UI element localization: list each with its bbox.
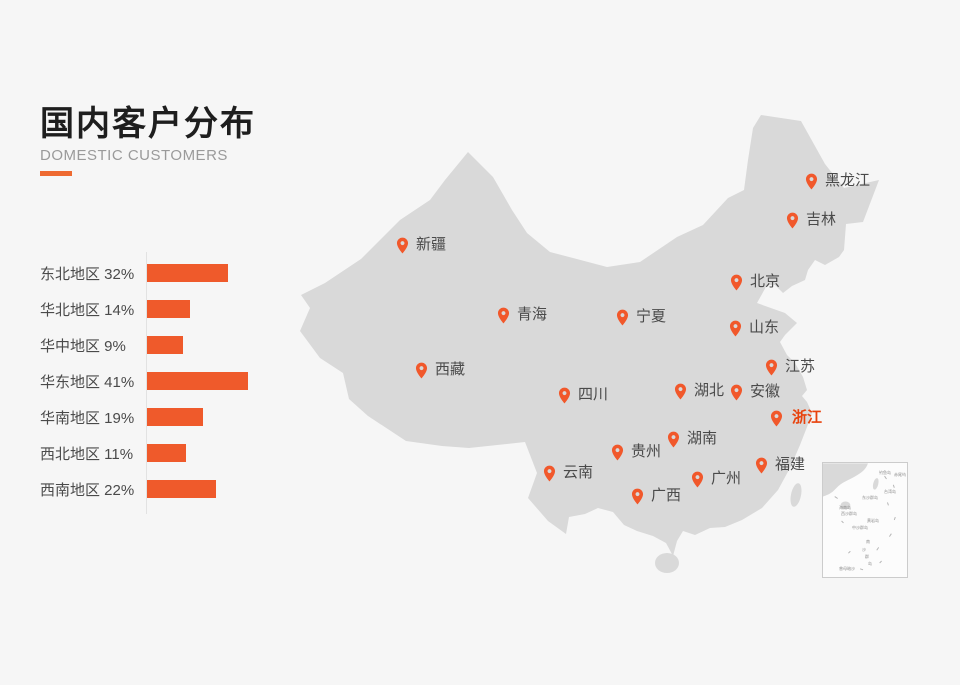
chart-bar <box>147 264 228 282</box>
chart-bar <box>147 408 203 426</box>
inset-island-label: 群 <box>865 554 869 559</box>
inset-island-label: 中沙群岛 <box>852 525 868 530</box>
inset-coast-shape <box>823 463 868 497</box>
chart-row: 华中地区 9% <box>40 327 280 363</box>
accent-rule <box>40 171 72 176</box>
chart-row: 华南地区 19% <box>40 399 280 435</box>
inset-island-label: 钓鱼岛 <box>879 470 891 475</box>
inset-taiwan-shape <box>872 478 879 490</box>
south-china-sea-inset: 钓鱼岛 赤尾屿台湾岛东沙群岛海南岛 西沙群岛黄岩岛中沙群岛南沙群岛曾母暗沙 <box>822 462 908 578</box>
inset-map <box>823 463 896 571</box>
inset-island-label: 曾母暗沙 <box>839 566 855 571</box>
inset-island-label: 台湾岛 <box>884 489 896 494</box>
chart-row-label: 西北地区 11% <box>40 445 134 463</box>
inset-island-label: 海南岛 <box>839 505 851 510</box>
chart-row: 华东地区 41% <box>40 363 280 399</box>
page-title: 国内客户分布 <box>40 105 256 143</box>
chart-axis-line <box>146 252 147 514</box>
chart-row-label: 东北地区 32% <box>40 265 135 283</box>
chart-row: 华北地区 14% <box>40 291 280 327</box>
nine-dash-line <box>834 475 896 571</box>
chart-bar <box>147 336 183 354</box>
china-mainland-shape <box>300 115 879 556</box>
china-map <box>300 115 879 573</box>
inset-island-label: 南 <box>866 539 870 544</box>
chart-row-label: 西南地区 22% <box>40 481 135 499</box>
chart-row: 西南地区 22% <box>40 471 280 507</box>
inset-island-label: 赤尾屿 <box>894 472 906 477</box>
chart-bar <box>147 372 248 390</box>
chart-row: 东北地区 32% <box>40 255 280 291</box>
inset-hainan-shape <box>840 501 851 510</box>
chart-bar <box>147 300 190 318</box>
taiwan-island-shape <box>790 483 802 507</box>
inset-island-label: 西沙群岛 <box>841 511 857 516</box>
inset-island-label: 岛 <box>868 561 872 566</box>
hainan-island-shape <box>655 553 679 573</box>
chart-bar <box>147 480 216 498</box>
chart-row: 西北地区 11% <box>40 435 280 471</box>
inset-island-label: 沙 <box>862 547 866 552</box>
chart-row-label: 华北地区 14% <box>40 301 135 319</box>
chart-row-label: 华中地区 9% <box>40 337 126 355</box>
chart-row-label: 华南地区 19% <box>40 409 135 427</box>
chart-row-label: 华东地区 41% <box>40 373 135 391</box>
inset-island-label: 东沙群岛 <box>862 495 878 500</box>
region-bar-chart: 东北地区 32% 华北地区 14% 华中地区 9% 华东地区 41% 华南地区 19% 西… <box>40 252 280 514</box>
inset-island-label: 黄岩岛 <box>867 518 879 523</box>
chart-bar <box>147 444 186 462</box>
region-bar-chart-rows: 东北地区 32% 华北地区 14% 华中地区 9% 华东地区 41% 华南地区 19% 西… <box>40 255 280 507</box>
page-subtitle: DOMESTIC CUSTOMERS <box>40 147 228 164</box>
